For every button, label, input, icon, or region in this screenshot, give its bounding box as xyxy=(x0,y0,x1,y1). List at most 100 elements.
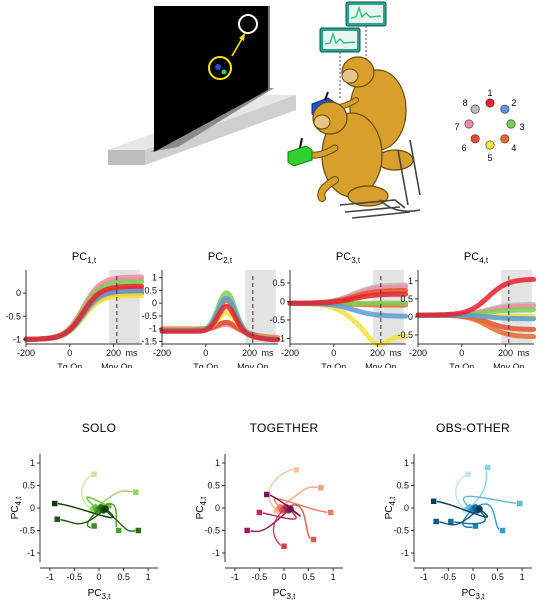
target-number-4: 4 xyxy=(511,143,516,153)
pc-panel-4: PC4,t 1 0.5 0 -0.5 -200 0 200 ms Tg On Mov On xyxy=(397,251,537,368)
trajectory-6 xyxy=(450,506,486,525)
trajectory-end-6 xyxy=(135,527,142,534)
y-tick-label: 1 xyxy=(404,458,409,468)
target-circle xyxy=(238,14,258,34)
y-tick-label: 0 xyxy=(215,503,220,513)
trajectory-end-4 xyxy=(115,527,122,534)
y-tick-label: -1 xyxy=(13,334,21,344)
x-tick-label: 0 xyxy=(331,348,336,358)
y-tick-label: -0.5 xyxy=(397,330,413,340)
x-tick-label: 0.5 xyxy=(302,572,315,582)
trajectory-start-8 xyxy=(475,505,483,513)
x-tick-label: 1 xyxy=(520,572,525,582)
y-tick-label: -1 xyxy=(27,548,35,558)
target-number-6: 6 xyxy=(462,143,467,153)
tg-on-label: Tg On xyxy=(57,362,82,368)
trajectory-end-1 xyxy=(464,471,472,478)
y-tick-label: -0.5 xyxy=(393,526,409,536)
x-unit-label: ms xyxy=(390,348,402,358)
x-tick-label: 0 xyxy=(203,348,208,358)
trajectory-8 xyxy=(433,500,489,518)
x-tick-label: -0.5 xyxy=(252,572,268,582)
trajectory-end-7 xyxy=(53,516,61,523)
mov-on-label: Mov On xyxy=(101,362,133,368)
x-tick-label: 200 xyxy=(106,348,121,358)
x-tick-label: -0.5 xyxy=(441,572,457,582)
x-tick-label: 200 xyxy=(370,348,385,358)
y-tick-label: -1 xyxy=(277,333,285,343)
trajectory-1 xyxy=(268,468,297,511)
x-tick-label: 0.5 xyxy=(117,572,130,582)
target-dot-7 xyxy=(464,119,474,129)
y-tick-label: 1 xyxy=(30,458,35,468)
trace-target-1 xyxy=(415,276,537,318)
target-number-2: 2 xyxy=(511,98,516,108)
y-tick-label: -1 xyxy=(401,548,409,558)
y-tick-label: 0.5 xyxy=(396,481,409,491)
trajectory-end-5 xyxy=(280,543,288,550)
trajectory-3 xyxy=(273,498,331,514)
trajectory-end-3 xyxy=(327,509,334,516)
traj-panel-obs-other: OBS-OTHER 1 0.5 0 -0.5 -1 -1 -0.5 0 0.5 1 PC3,t PC4,… xyxy=(384,421,532,600)
y-tick-label: 0.5 xyxy=(207,481,220,491)
pc-time-course-panels: PC1,t 0 -0.5 -1 -200 0 200 ms Tg On Mov On PC2,t 1 0… xyxy=(5,251,537,368)
y-tick-label: -0.5 xyxy=(141,311,157,321)
y-tick-label: -0.5 xyxy=(204,526,220,536)
x-tick-label: -200 xyxy=(17,348,35,358)
trace-target-1 xyxy=(23,283,145,342)
x-tick-label: 0 xyxy=(470,572,475,582)
trajectory-end-1 xyxy=(90,471,98,478)
trajectory-end-5 xyxy=(90,522,98,530)
pc-panel-title: PC3,t xyxy=(336,251,361,265)
target-number-1: 1 xyxy=(487,88,492,98)
mov-on-label: Mov On xyxy=(237,362,269,368)
trajectory-end-8 xyxy=(51,500,58,507)
trajectory-8 xyxy=(54,502,114,519)
traj-panel-title: TOGETHER xyxy=(250,421,319,435)
x-tick-label: 1 xyxy=(146,572,151,582)
x-tick-label: -1 xyxy=(46,572,54,582)
neural-monitor-top xyxy=(345,1,387,27)
y-tick-label: 0 xyxy=(404,503,409,513)
traj-panel-title: OBS-OTHER xyxy=(436,421,510,435)
y-tick-label: -1 xyxy=(149,324,157,334)
x-tick-label: 0.5 xyxy=(491,572,504,582)
y-tick-label: 0 xyxy=(408,312,413,322)
x-tick-label: 200 xyxy=(242,348,257,358)
trajectory-end-8 xyxy=(263,491,271,498)
mov-on-label: Mov On xyxy=(365,362,397,368)
y-tick-label: 0 xyxy=(152,298,157,308)
trajectory-7 xyxy=(247,509,289,533)
target-dot-4 xyxy=(500,134,510,144)
experiment-scene: 1 2 3 4 5 6 7 8 xyxy=(108,1,525,219)
y-tick-label: 0.5 xyxy=(400,294,413,304)
y-tick-label: 0 xyxy=(16,288,21,298)
target-dot-2 xyxy=(500,104,510,114)
target-dot-5 xyxy=(485,140,495,150)
x-tick-label: -1 xyxy=(420,572,428,582)
y-tick-label: -0.5 xyxy=(5,311,21,321)
target-dot-6 xyxy=(470,134,480,144)
trajectory-3 xyxy=(462,495,520,509)
y-tick-label: 0 xyxy=(30,503,35,513)
y-tick-label: -0.5 xyxy=(269,315,285,325)
x-tick-label: -200 xyxy=(409,348,427,358)
trajectory-start-8 xyxy=(286,505,294,513)
trajectory-6 xyxy=(101,506,139,532)
start-circle xyxy=(208,56,232,80)
x-tick-label: -0.5 xyxy=(67,572,83,582)
x-tick-label: 0 xyxy=(96,572,101,582)
y-tick-label: 0.5 xyxy=(22,481,35,491)
x-tick-label: -200 xyxy=(281,348,299,358)
trajectory-end-2 xyxy=(132,489,140,496)
joystick-green xyxy=(287,137,313,167)
pc-panel-title: PC2,t xyxy=(208,251,233,265)
target-number-3: 3 xyxy=(519,122,524,132)
trajectory-end-4 xyxy=(499,527,506,534)
traj-panel-title: SOLO xyxy=(82,421,117,435)
cursor-blue xyxy=(215,64,221,70)
pc-panel-title: PC4,t xyxy=(464,251,489,265)
trajectory-7 xyxy=(436,509,478,526)
y-tick-label: 1 xyxy=(408,276,413,286)
